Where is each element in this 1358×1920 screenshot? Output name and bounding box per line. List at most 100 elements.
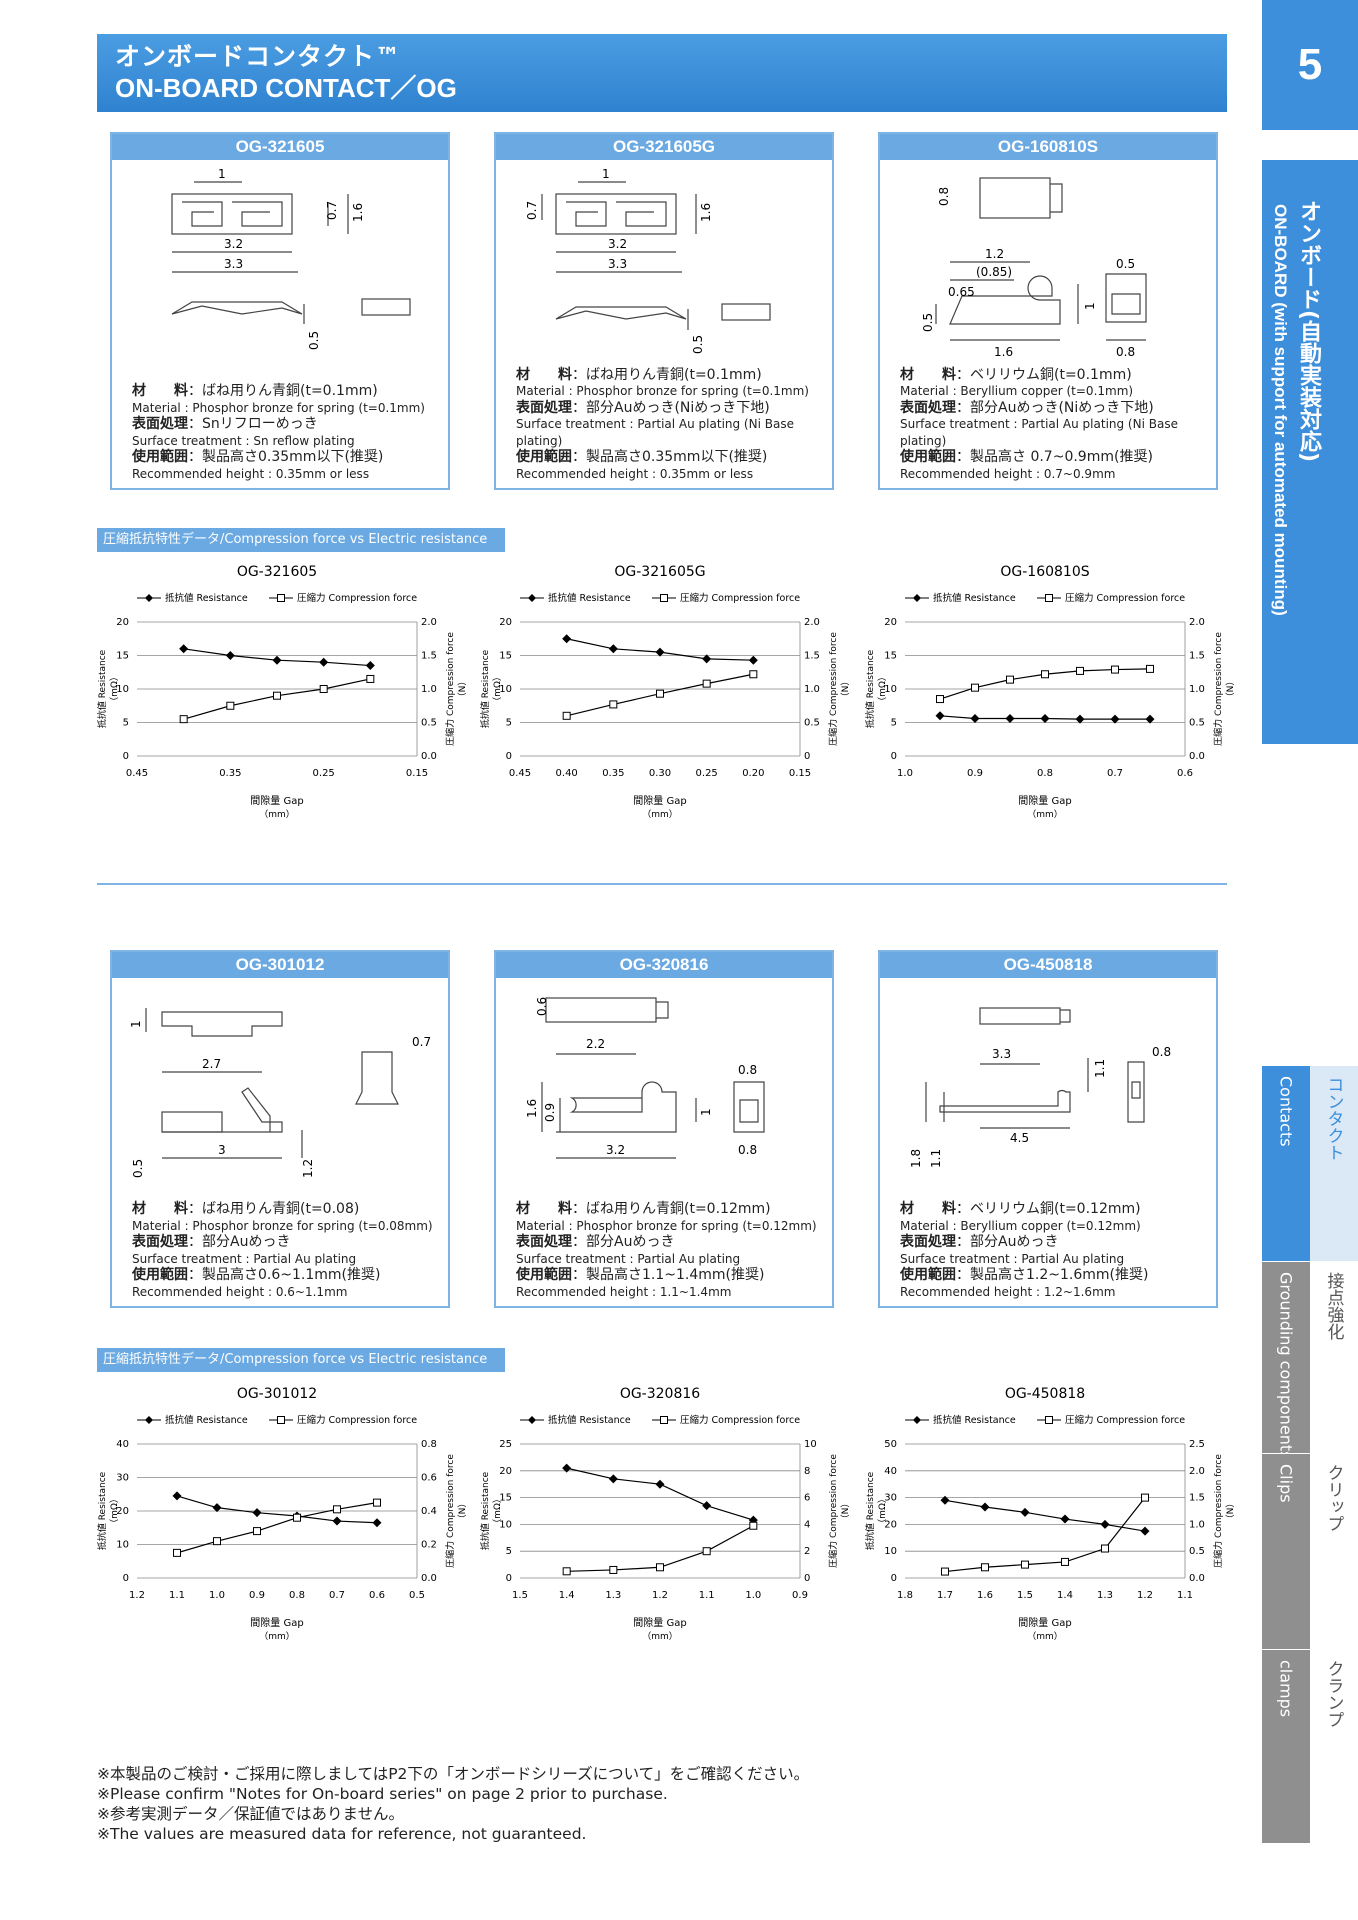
dim-label: 0.9: [543, 1103, 557, 1122]
spec-key: 材 料: [516, 1201, 572, 1217]
data-point-resistance: [562, 634, 572, 644]
section-divider: [97, 883, 1227, 885]
data-point-resistance: [608, 1474, 618, 1484]
dim-label: (0.85): [976, 265, 1012, 279]
dim-label: 1.1: [1093, 1059, 1107, 1078]
data-point-force: [1021, 1560, 1029, 1569]
legend-label-resistance: 抵抗値 Resistance: [165, 592, 248, 604]
spec-key: 使用範囲: [900, 449, 956, 465]
series-line-force: [176, 1502, 378, 1554]
y-right-tick-label: 0.5: [1189, 1546, 1205, 1557]
spec-block: 材 料：ばね用りん青銅(t=0.1mm) Material : Phosphor…: [516, 367, 826, 483]
dimension-drawing: 1 0.7 2.7 3 0.5 1.2: [129, 1008, 431, 1178]
data-point-force: [971, 683, 979, 692]
section-tab-label-jp: オンボード(自動実装対応): [1296, 200, 1321, 463]
x-tick-label: 0.6: [1177, 768, 1193, 779]
product-name: OG-320816: [496, 952, 832, 978]
legend-marker-diamond: [913, 594, 921, 602]
data-point-force: [562, 1567, 571, 1576]
legend-marker-diamond: [528, 1416, 536, 1424]
y-left-axis-title: 抵抗値 Resistance: [480, 649, 491, 728]
legend-marker-square: [277, 1416, 285, 1424]
side-tab-label-en: Clips: [1276, 1464, 1296, 1503]
side-tab-grounding[interactable]: Grounding components 接点強化: [1262, 1262, 1358, 1460]
y-right-tick-label: 0.6: [421, 1473, 437, 1484]
product-card-og-321605g: OG-321605G 1 0.7 1.6 3.2 3.3 0.5 材 料：ばね用…: [494, 132, 834, 490]
surface-jp: 部分Auめっき: [970, 1234, 1059, 1250]
spec-key: 表面処理: [516, 399, 572, 416]
side-tab-label-en: clamps: [1276, 1660, 1296, 1718]
chart-svg: OG-301012 抵抗値 Resistance 圧縮力 Compression f…: [96, 1386, 468, 1642]
spec-key: 表面処理: [516, 1234, 572, 1250]
dimension-drawing: 0.8 1.2 (0.85) 0.65 0.5 1 1.6 0.5 0.8: [921, 177, 1147, 359]
data-point-resistance: [748, 655, 758, 665]
legend-label-resistance: 抵抗値 Resistance: [933, 1414, 1016, 1426]
y-right-axis-title: 圧縮力 Compression force: [827, 632, 839, 746]
data-point-force: [213, 1537, 221, 1546]
spec-block: 材 料：ばね用りん青銅(t=0.1mm) Material : Phosphor…: [132, 383, 442, 482]
data-point-force: [656, 689, 664, 698]
chart-legend: 抵抗値 Resistance 圧縮力 Compression force: [905, 1414, 1185, 1426]
y-right-tick-label: 0.2: [421, 1540, 437, 1551]
x-tick-label: 1.4: [559, 1590, 575, 1601]
data-point-resistance: [319, 657, 329, 667]
data-point-resistance: [1060, 1514, 1070, 1524]
data-point-force: [1061, 1557, 1069, 1566]
chart-svg: OG-160810S 抵抗値 Resistance 圧縮力 Compression …: [864, 564, 1236, 820]
legend-label-resistance: 抵抗値 Resistance: [933, 592, 1016, 604]
side-tab-label-jp: クランプ: [1323, 1660, 1344, 1728]
y-right-tick-label: 2.0: [1189, 617, 1205, 628]
side-tab-clamps[interactable]: clamps クランプ: [1262, 1650, 1358, 1844]
y-left-axis-unit: （mΩ）: [492, 672, 503, 706]
legend-marker-square: [660, 1416, 668, 1424]
dim-label: 3.2: [224, 237, 243, 251]
x-tick-label: 0.5: [409, 1590, 425, 1601]
data-point-resistance: [940, 1495, 950, 1505]
data-point-force: [366, 674, 375, 683]
x-tick-label: 0.40: [556, 768, 578, 779]
data-point-force: [749, 670, 758, 679]
side-tab-contacts[interactable]: Contacts コンタクト: [1262, 1066, 1358, 1262]
spec-block: 材 料：ベリリウム銅(t=0.1mm) Material : Beryllium…: [900, 367, 1210, 483]
x-tick-label: 1.3: [605, 1590, 621, 1601]
legend-label-force: 圧縮力 Compression force: [680, 592, 800, 604]
material-jp: ばね用りん青銅(t=0.1mm): [202, 383, 378, 399]
data-point-resistance: [1110, 714, 1120, 724]
data-point-force: [1076, 666, 1084, 675]
x-tick-label: 1.2: [1137, 1590, 1153, 1601]
x-axis-unit: （mm）: [642, 809, 678, 820]
x-tick-label: 0.9: [792, 1590, 808, 1601]
data-point-force: [702, 679, 711, 688]
y-left-tick-label: 5: [891, 718, 897, 729]
side-tab-clips[interactable]: Clips クリップ: [1262, 1454, 1358, 1650]
dim-label: 1.6: [525, 1099, 539, 1118]
y-left-tick-label: 20: [499, 617, 512, 628]
y-right-axis-unit: （N）: [840, 1499, 851, 1524]
x-tick-label: 1.0: [897, 768, 913, 779]
data-point-force: [981, 1563, 989, 1572]
y-left-axis-unit: （mΩ）: [877, 1494, 888, 1528]
data-point-resistance: [1140, 1526, 1150, 1536]
y-left-tick-label: 5: [506, 1546, 512, 1557]
spec-key: 使用範囲: [516, 449, 572, 465]
x-tick-label: 0.35: [219, 768, 241, 779]
dim-label: 1.2: [985, 247, 1004, 261]
x-axis-unit: （mm）: [259, 809, 295, 820]
section-tab-onboard[interactable]: ON-BOARD (with support for automated mou…: [1262, 160, 1358, 744]
chapter-number-tab[interactable]: 5: [1262, 0, 1358, 130]
page-title-bar: オンボードコンタクト™ ON-BOARD CONTACT／OG: [97, 34, 1227, 112]
range-jp: 製品高さ1.2~1.6mm(推奨): [970, 1267, 1149, 1283]
spec-block: 材 料：ベリリウム銅(t=0.12mm) Material : Berylliu…: [900, 1201, 1210, 1300]
y-left-axis-unit: （mΩ）: [492, 1494, 503, 1528]
series-line-force: [944, 1497, 1146, 1573]
dimension-drawing: 1 0.7 1.6 3.2 3.3 0.5: [171, 167, 411, 350]
y-right-tick-label: 1.0: [1189, 684, 1205, 695]
chart-og-321605: OG-321605 抵抗値 Resistance 圧縮力 Compression f…: [96, 560, 477, 830]
data-point-force: [179, 715, 188, 724]
material-en: Material : Phosphor bronze for spring (t…: [132, 1218, 433, 1233]
y-right-tick-label: 2.0: [1189, 1466, 1205, 1477]
data-point-resistance: [1005, 713, 1015, 723]
chart-og-450818: OG-450818 抵抗値 Resistance 圧縮力 Compression f…: [864, 1382, 1245, 1652]
y-right-tick-label: 0.0: [421, 1573, 437, 1584]
footnote: ※The values are measured data for refere…: [97, 1825, 587, 1843]
